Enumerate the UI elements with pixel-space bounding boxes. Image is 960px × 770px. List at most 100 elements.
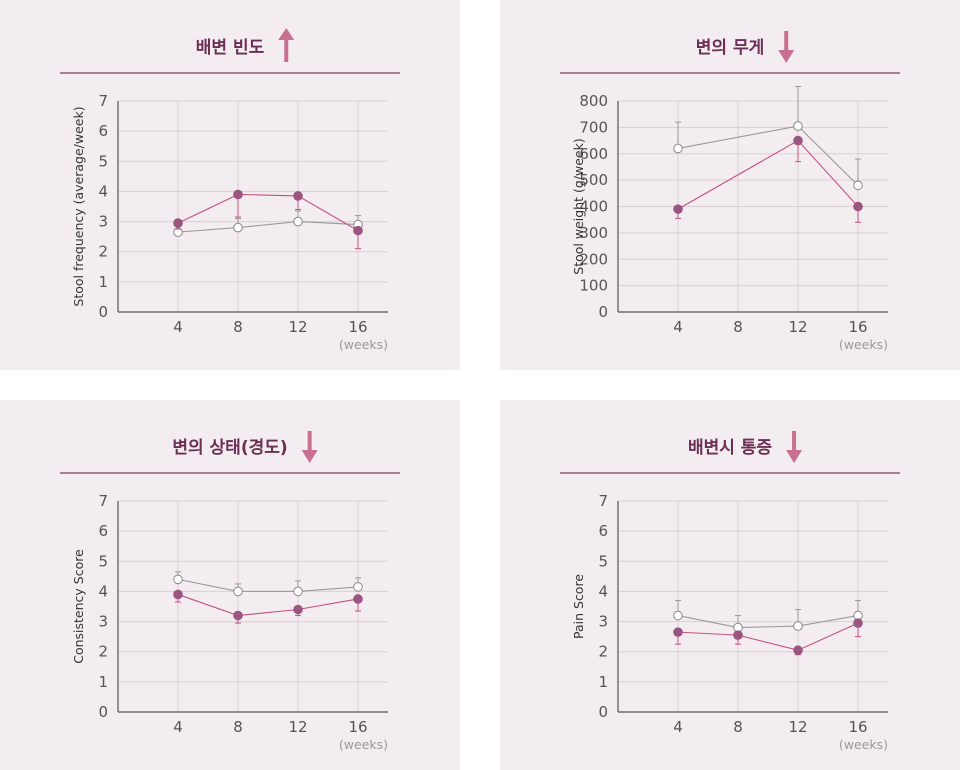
series-control (673, 599, 863, 633)
y-tick-label: 3 (598, 613, 608, 631)
y-tick-label: 500 (579, 171, 608, 189)
y-tick-label: 100 (579, 277, 608, 295)
y-tick-label: 400 (579, 198, 608, 216)
x-tick-label: 8 (733, 318, 743, 336)
arrow-head (786, 450, 803, 463)
data-point (173, 218, 183, 228)
data-point (673, 204, 683, 214)
x-tick-label: 8 (233, 718, 243, 736)
series-line (677, 615, 859, 629)
arrow-down-icon (778, 31, 795, 63)
series-line (177, 593, 359, 617)
y-tick-label: 7 (98, 492, 108, 510)
y-tick-label: 0 (98, 703, 108, 721)
data-point (173, 574, 183, 585)
x-tick-label: 16 (348, 718, 367, 736)
y-tick-label: 3 (98, 213, 108, 231)
series-treatment (673, 135, 863, 223)
data-point (353, 225, 363, 236)
y-tick-label: 4 (98, 582, 108, 600)
data-point (853, 201, 863, 212)
y-tick-label: 0 (98, 303, 108, 321)
data-point (353, 594, 363, 604)
arrow-head (778, 50, 795, 63)
y-tick-label: 2 (598, 643, 608, 661)
y-tick-label: 800 (579, 92, 608, 110)
data-point (293, 604, 303, 615)
y-axis-label: Consistency Score (71, 549, 86, 664)
y-tick-label: 5 (98, 552, 108, 570)
data-point (853, 618, 863, 628)
y-tick-label: 300 (579, 224, 608, 242)
data-point (233, 222, 243, 233)
y-tick-label: 200 (579, 250, 608, 268)
y-axis-label: Stool weight (g/week) (571, 138, 586, 274)
series-control (173, 571, 363, 597)
series-treatment (173, 589, 363, 624)
chart-title: 변의 상태(경도) (172, 438, 287, 458)
chart-panel-pain: 배변시 통증 0 1 2 3 4 5 6 7 4 8 12 16 Pain Score (weeks) (500, 400, 960, 770)
x-tick-label: 4 (673, 718, 683, 736)
y-axis-label: Pain Score (571, 574, 586, 639)
data-point (293, 191, 303, 201)
data-point (733, 630, 743, 640)
x-tick-label: 4 (173, 318, 183, 336)
data-point (233, 586, 243, 597)
y-axis-label: Stool frequency (average/week) (71, 106, 86, 306)
data-point (293, 586, 303, 597)
chart-panel-stool-weight: 변의 무게 0 100 200 300 400 500 600 700 800 4 8 12 16 Stoo… (500, 0, 960, 370)
chart-svg: 변의 무게 0 100 200 300 400 500 600 700 800 4 8 12 16 Stoo… (560, 31, 900, 352)
y-tick-label: 1 (98, 673, 108, 691)
data-point (793, 135, 803, 146)
y-tick-label: 0 (598, 303, 608, 321)
x-tick-label: 4 (673, 318, 683, 336)
chart-title: 배변 빈도 (196, 38, 265, 58)
x-tick-label: 16 (848, 718, 867, 736)
data-point (233, 610, 243, 621)
x-tick-label: 16 (348, 318, 367, 336)
y-tick-label: 2 (98, 643, 108, 661)
y-tick-label: 0 (598, 703, 608, 721)
x-tick-label: 16 (848, 318, 867, 336)
y-tick-label: 7 (598, 492, 608, 510)
data-point (793, 621, 803, 631)
data-point (353, 582, 363, 592)
data-point (673, 627, 683, 637)
y-tick-label: 1 (98, 273, 108, 291)
series-line (677, 139, 859, 210)
series-line (177, 578, 359, 592)
data-point (293, 216, 303, 227)
series-line (677, 622, 859, 651)
data-point (673, 610, 683, 621)
series-control (173, 210, 363, 237)
x-tick-label: 12 (788, 318, 807, 336)
y-tick-label: 7 (98, 92, 108, 110)
arrow-head (301, 450, 318, 463)
series-line (177, 193, 359, 232)
y-tick-label: 700 (579, 118, 608, 136)
x-unit-label: (weeks) (339, 337, 388, 352)
y-tick-label: 600 (579, 145, 608, 163)
y-tick-label: 6 (598, 522, 608, 540)
series-control (673, 85, 863, 191)
y-tick-label: 6 (98, 522, 108, 540)
x-tick-label: 4 (173, 718, 183, 736)
y-tick-label: 2 (98, 243, 108, 261)
arrow-down-icon (786, 431, 803, 463)
y-tick-label: 6 (98, 122, 108, 140)
chart-panel-stool-frequency: 배변 빈도 0 1 2 3 4 5 6 7 4 8 12 16 Stool frequency (aver… (0, 0, 460, 370)
x-tick-label: 12 (288, 718, 307, 736)
x-unit-label: (weeks) (339, 737, 388, 752)
y-tick-label: 4 (98, 182, 108, 200)
x-tick-label: 8 (733, 718, 743, 736)
arrow-head (278, 28, 295, 40)
data-point (793, 121, 803, 131)
y-tick-label: 5 (598, 552, 608, 570)
x-tick-label: 8 (233, 318, 243, 336)
data-point (233, 189, 243, 200)
y-tick-label: 4 (598, 582, 608, 600)
x-tick-label: 12 (788, 718, 807, 736)
series-treatment (173, 189, 363, 250)
